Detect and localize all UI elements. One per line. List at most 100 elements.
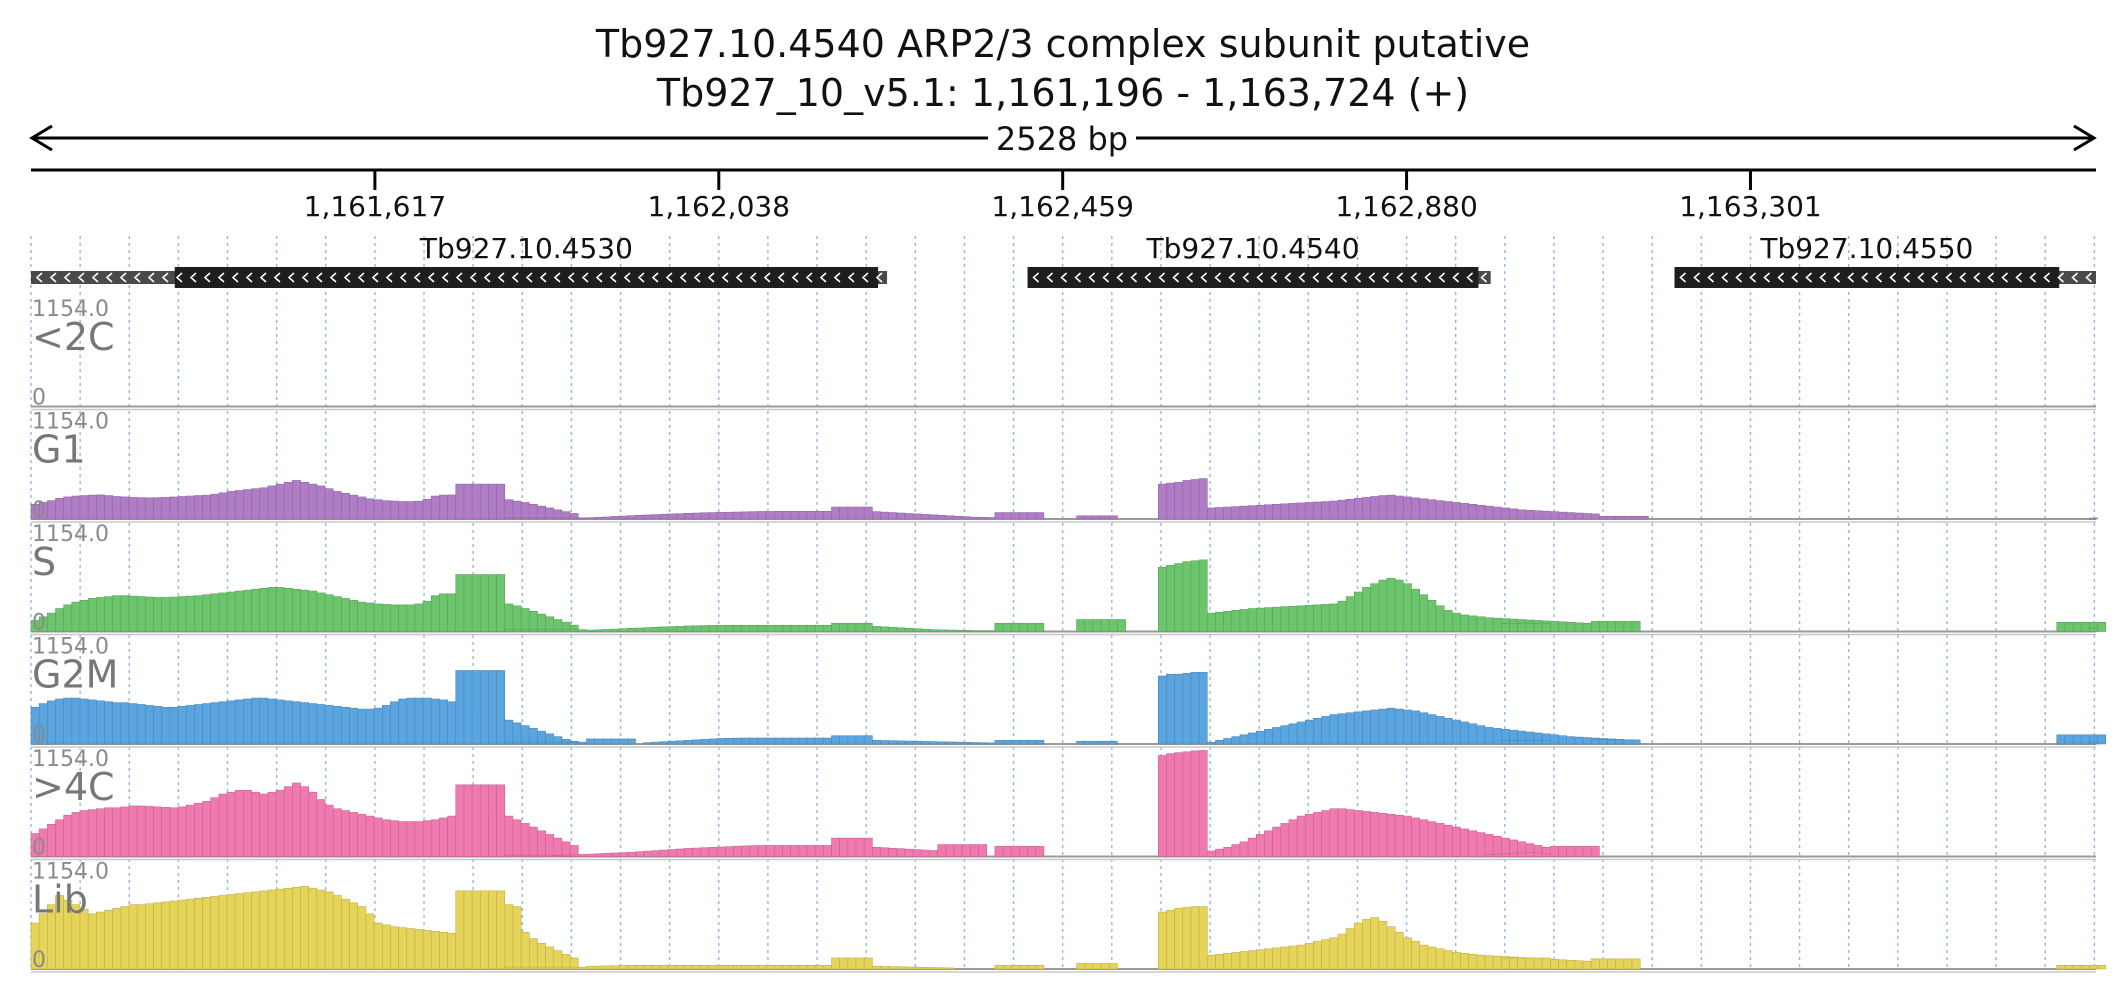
coverage-bar (267, 889, 277, 970)
chart-header: Tb927.10.4540 ARP2/3 complex subunit put… (595, 22, 1530, 115)
coverage-bar (104, 909, 113, 970)
coverage-bar (749, 624, 759, 632)
coverage-bar (1411, 941, 1420, 970)
coverage-bar (1541, 740, 1551, 745)
coverage-bar (1100, 619, 1110, 632)
coverage-bar (643, 742, 653, 745)
coverage-bar (1215, 740, 1224, 745)
coverage-bar (1427, 946, 1437, 970)
coverage-bar (1231, 952, 1241, 970)
coverage-bar (63, 814, 73, 857)
ruler-tick-label: 1,161,617 (304, 190, 447, 223)
coverage-bar (2089, 517, 2098, 520)
coverage-bar (390, 500, 399, 520)
coverage-bar (806, 965, 816, 970)
coverage-bar (1378, 708, 1388, 745)
coverage-bar (537, 629, 546, 632)
coverage-bar (218, 592, 228, 632)
coverage-bar (970, 742, 979, 745)
coverage-bar (177, 899, 187, 970)
coverage-bar (823, 845, 832, 857)
coverage-bar (349, 812, 359, 857)
coverage-bar (782, 845, 791, 857)
coverage-bar (1452, 719, 1461, 745)
coverage-bar (1460, 953, 1469, 970)
coverage-bar (161, 497, 171, 520)
coverage-bar (463, 784, 473, 857)
coverage-bar (357, 708, 367, 745)
coverage-bar (1345, 928, 1355, 970)
coverage-bar (627, 628, 636, 632)
coverage-bar (765, 965, 775, 970)
coverage-bar (847, 506, 857, 520)
coverage-bar (112, 807, 122, 857)
coverage-bar (896, 848, 906, 857)
coverage-bar (145, 705, 154, 745)
coverage-bar (528, 504, 538, 520)
coverage-bar (970, 630, 979, 632)
coverage-bar (1615, 515, 1625, 520)
track-ymax-label: 1154.0 (32, 410, 109, 435)
coverage-bar (1337, 600, 1347, 632)
coverage-bar (610, 738, 620, 745)
coverage-bar (414, 500, 424, 520)
coverage-bar (912, 849, 922, 857)
coverage-bar (381, 604, 391, 632)
coverage-bar (896, 627, 906, 632)
coverage-bar (341, 898, 350, 970)
coverage-bar (1329, 500, 1339, 520)
coverage-bar (414, 821, 424, 857)
coverage-bar (577, 629, 587, 632)
coverage-bar (1460, 614, 1469, 632)
coverage-bar (1484, 955, 1494, 970)
coverage-bar (1558, 735, 1567, 745)
coverage-bar (267, 485, 277, 520)
track-ymin-label: 0 (32, 723, 46, 748)
coverage-bar (1092, 619, 1102, 632)
coverage-bar (676, 965, 685, 970)
coverage-bar (1117, 619, 1126, 632)
coverage-bar (553, 629, 563, 632)
coverage-bar (692, 965, 702, 970)
coverage-bar (430, 595, 440, 632)
coverage-bar (349, 599, 359, 632)
coverage-bar (635, 627, 644, 632)
coverage-bar (1460, 721, 1469, 745)
coverage-bar (1010, 740, 1020, 745)
coverage-bar (945, 629, 955, 632)
coverage-bar (226, 491, 236, 520)
coverage-bar (1443, 950, 1453, 970)
coverage-bar (430, 931, 440, 970)
coverage-bar (912, 628, 922, 632)
coverage-bar (234, 893, 244, 970)
track-ymax-label: 1154.0 (32, 747, 109, 772)
coverage-bar (496, 574, 506, 632)
coverage-bar (1264, 504, 1273, 520)
coverage-bar (765, 737, 775, 745)
coverage-bar (504, 719, 514, 745)
coverage-bar (790, 510, 800, 520)
coverage-bar (488, 670, 497, 745)
coverage-bar (1484, 505, 1494, 520)
coverage-bar (2056, 734, 2066, 745)
coverage-bar (1084, 619, 1094, 632)
coverage-bar (406, 697, 416, 745)
coverage-bar (292, 782, 301, 857)
coverage-bar (765, 624, 775, 632)
coverage-bar (1231, 844, 1241, 857)
coverage-bar (1027, 740, 1037, 745)
coverage-bar (716, 738, 726, 745)
coverage-bar (994, 846, 1004, 857)
coverage-bar (904, 848, 914, 857)
coverage-bar (1492, 506, 1502, 520)
coverage-bar (1403, 496, 1412, 520)
coverage-bar (96, 700, 105, 745)
coverage-bar (234, 790, 244, 857)
coverage-bar (586, 853, 595, 857)
coverage-bar (1304, 605, 1314, 632)
coverage-bar (1411, 588, 1420, 632)
coverage-bar (1550, 621, 1559, 632)
coverage-bar (390, 820, 399, 857)
coverage-bar (1525, 622, 1535, 632)
coverage-bar (47, 612, 56, 632)
